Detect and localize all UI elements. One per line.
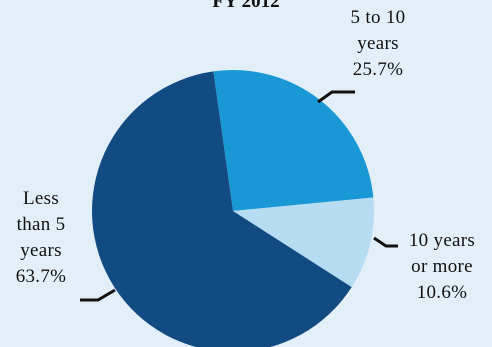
slice-value-label: 25.7% (352, 59, 404, 80)
slice-label-line: Less (22, 188, 60, 209)
leader-line (317, 90, 355, 104)
slice-label-5-to-10-years: 5 to 10 years 25.7% (318, 5, 438, 83)
slice-label-line: years (20, 240, 62, 261)
slice-label-line: or more (411, 256, 473, 277)
chart-title: FY 2012 (212, 0, 280, 12)
slice-label-line: than 5 (16, 214, 66, 235)
pie-slice (92, 71, 352, 347)
slice-label-10-years-or-more: 10 years or more 10.6% (388, 228, 492, 306)
slice-label-line: 5 to 10 (350, 7, 406, 28)
pie-slice (233, 197, 375, 288)
slice-value-label: 10.6% (416, 282, 468, 303)
slice-label-less-than-5-years: Less than 5 years 63.7% (0, 186, 82, 290)
pie-slice (213, 69, 374, 212)
leader-line (80, 288, 116, 302)
leader-line (373, 236, 398, 248)
slice-label-line: 10 years (408, 230, 476, 251)
slice-value-label: 63.7% (15, 266, 67, 287)
slice-label-line: years (357, 33, 399, 54)
